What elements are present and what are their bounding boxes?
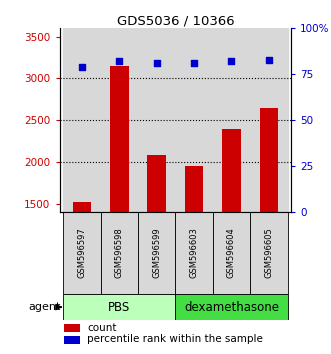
Text: percentile rank within the sample: percentile rank within the sample — [87, 335, 263, 344]
Bar — [213, 28, 250, 212]
FancyBboxPatch shape — [138, 212, 175, 294]
Title: GDS5036 / 10366: GDS5036 / 10366 — [117, 14, 234, 27]
Text: GSM596598: GSM596598 — [115, 228, 124, 278]
Text: agent: agent — [28, 302, 60, 312]
Bar — [73, 202, 91, 212]
Point — [191, 61, 197, 66]
Bar — [110, 66, 129, 212]
Bar — [64, 324, 80, 332]
Bar — [175, 28, 213, 212]
Bar — [101, 28, 138, 212]
Point — [117, 58, 122, 64]
Bar — [64, 336, 80, 344]
Text: GSM596599: GSM596599 — [152, 228, 161, 278]
Text: GSM596603: GSM596603 — [190, 228, 199, 278]
Point — [229, 58, 234, 64]
FancyBboxPatch shape — [101, 212, 138, 294]
Text: PBS: PBS — [108, 301, 130, 314]
Point — [79, 64, 85, 70]
FancyBboxPatch shape — [250, 212, 288, 294]
Point — [266, 57, 271, 62]
FancyBboxPatch shape — [175, 212, 213, 294]
Text: GSM596597: GSM596597 — [77, 228, 86, 278]
FancyBboxPatch shape — [175, 294, 288, 320]
Bar — [147, 155, 166, 212]
Point — [154, 61, 160, 66]
Text: GSM596604: GSM596604 — [227, 228, 236, 278]
Bar — [222, 129, 241, 212]
Bar — [63, 28, 101, 212]
FancyBboxPatch shape — [213, 212, 250, 294]
Text: GSM596605: GSM596605 — [264, 228, 273, 278]
Text: dexamethasone: dexamethasone — [184, 301, 279, 314]
Bar — [260, 108, 278, 212]
Text: count: count — [87, 323, 117, 333]
FancyBboxPatch shape — [63, 212, 101, 294]
FancyBboxPatch shape — [63, 294, 175, 320]
Bar — [185, 166, 204, 212]
Bar — [250, 28, 288, 212]
Bar — [138, 28, 175, 212]
